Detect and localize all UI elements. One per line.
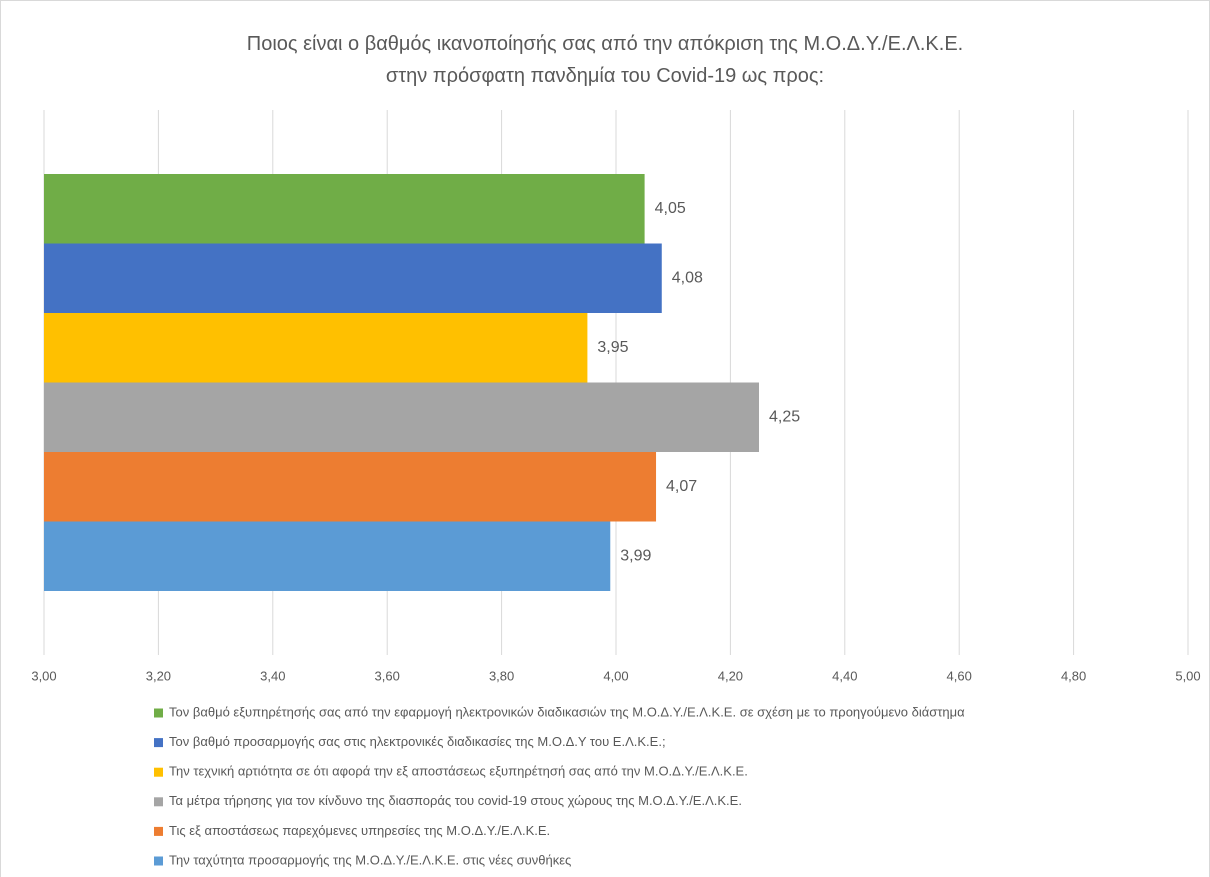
legend-swatch [154, 856, 163, 866]
x-tick-label: 3,60 [375, 668, 400, 683]
data-label: 4,08 [672, 269, 703, 286]
data-label: 3,99 [620, 547, 651, 564]
legend-swatch [154, 826, 163, 836]
legend-label: Τον βαθμό προσαρμογής σας στις ηλεκτρονι… [169, 734, 666, 749]
data-label: 4,07 [666, 478, 697, 495]
legend-swatch [154, 708, 163, 718]
legend-swatch [154, 797, 163, 807]
legend-label: Τον βαθμό εξυπηρέτησής σας από την εφαρμ… [169, 704, 965, 719]
legend-swatch [154, 738, 163, 748]
legend-label: Τις εξ αποστάσεως παρεχόμενες υπηρεσίες … [169, 823, 550, 838]
data-label: 4,25 [769, 408, 800, 425]
x-tick-label: 4,00 [603, 668, 628, 683]
x-tick-label: 3,80 [489, 668, 514, 683]
legend-label: Την ταχύτητα προσαρμογής της Μ.Ο.Δ.Υ./Ε.… [169, 852, 571, 867]
data-label: 3,95 [597, 339, 628, 356]
x-tick-label: 4,80 [1061, 668, 1086, 683]
data-label: 4,05 [655, 200, 686, 217]
x-tick-label: 4,40 [832, 668, 857, 683]
chart-title: Ποιος είναι ο βαθμός ικανοποίησής σας απ… [246, 33, 964, 87]
legend-swatch [154, 767, 163, 777]
bar [44, 452, 657, 522]
x-tick-label: 3,40 [260, 668, 285, 683]
legend-label: Τα μέτρα τήρησης για τον κίνδυνο της δια… [169, 793, 742, 808]
legend-label: Την τεχνική αρτιότητα σε ότι αφορά την ε… [169, 764, 748, 779]
bar [44, 243, 662, 313]
x-tick-label: 4,60 [947, 668, 972, 683]
x-tick-label: 4,20 [718, 668, 743, 683]
bar [44, 382, 759, 452]
bar [44, 313, 588, 383]
x-tick-label: 3,00 [31, 668, 56, 683]
x-tick-label: 5,00 [1175, 668, 1200, 683]
bar [44, 174, 645, 244]
bar [44, 521, 611, 591]
x-tick-label: 3,20 [146, 668, 171, 683]
